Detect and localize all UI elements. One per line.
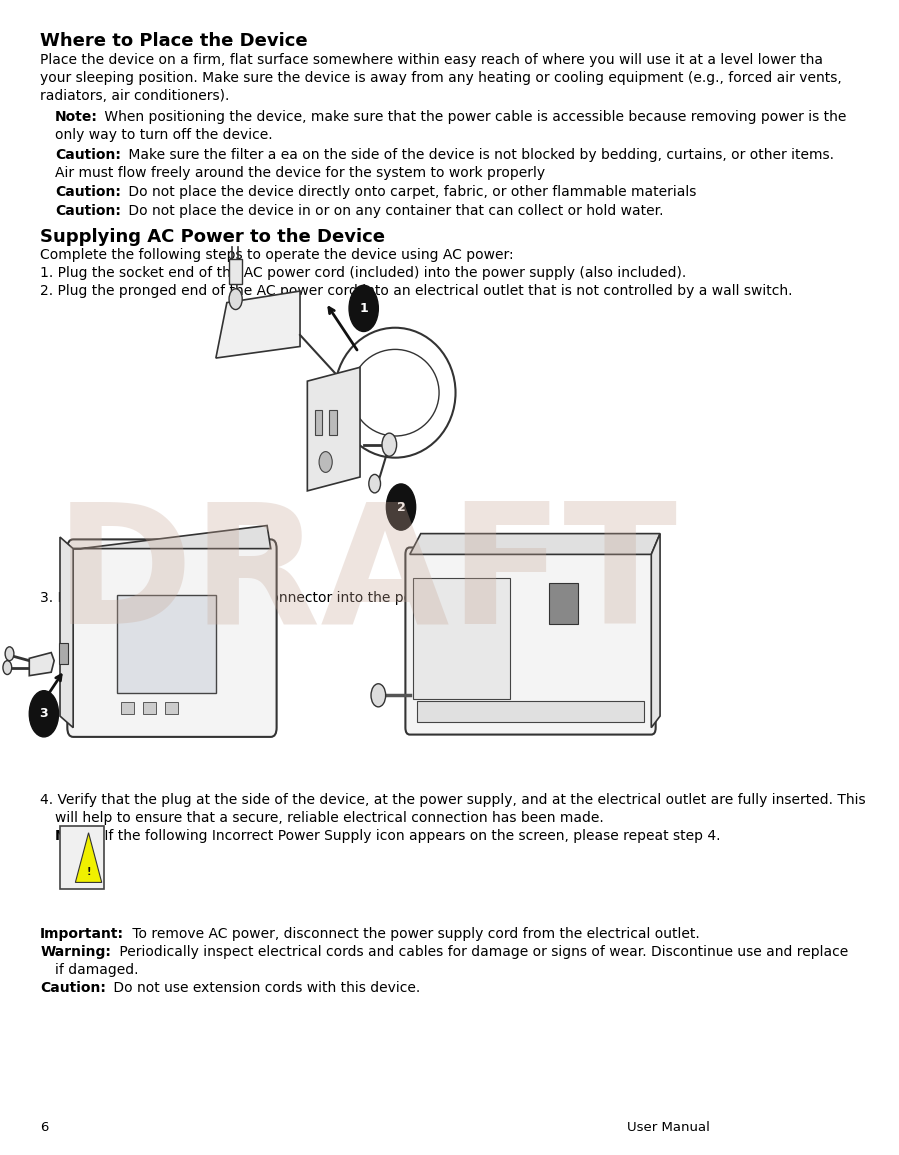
Text: When positioning the device, make sure that the power cable is accessible becaus: When positioning the device, make sure t… [100, 111, 846, 125]
Bar [229, 259, 242, 284]
Text: 4. Verify that the plug at the side of the device, at the power supply, and at t: 4. Verify that the plug at the side of t… [40, 792, 866, 807]
Circle shape [229, 289, 242, 310]
Text: If the following Incorrect Power Supply icon appears on the screen, please repea: If the following Incorrect Power Supply … [100, 829, 720, 843]
Text: Do not place the device directly onto carpet, fabric, or other flammable materia: Do not place the device directly onto ca… [124, 185, 697, 200]
Text: Make sure the filter a ea on the side of the device is not blocked by bedding, c: Make sure the filter a ea on the side of… [124, 148, 834, 162]
Text: Do not use extension cords with this device.: Do not use extension cords with this dev… [110, 982, 421, 996]
Text: your sleeping position. Make sure the device is away from any heating or cooling: your sleeping position. Make sure the de… [40, 72, 842, 85]
Text: Warning:: Warning: [40, 945, 111, 960]
Bar [117, 595, 216, 693]
Text: To remove AC power, disconnect the power supply cord from the electrical outlet.: To remove AC power, disconnect the power… [129, 927, 700, 941]
Polygon shape [410, 534, 660, 554]
Text: Caution:: Caution: [40, 982, 106, 996]
Polygon shape [216, 291, 300, 358]
Text: Do not place the device in or on any container that can collect or hold water.: Do not place the device in or on any con… [124, 203, 663, 218]
Bar [143, 702, 156, 714]
Text: Note:: Note: [55, 111, 98, 125]
Polygon shape [307, 367, 360, 491]
Bar [417, 701, 644, 722]
Circle shape [369, 475, 380, 493]
Text: Supplying AC Power to the Device: Supplying AC Power to the Device [40, 228, 386, 246]
Text: Caution:: Caution: [55, 203, 120, 218]
Text: 3. Plug the power supply cord’s connector into the power inlet on the side of th: 3. Plug the power supply cord’s connecto… [40, 591, 654, 605]
Bar [120, 702, 134, 714]
Text: Note:: Note: [55, 829, 98, 843]
Text: 1: 1 [360, 301, 368, 315]
Circle shape [349, 285, 378, 331]
Circle shape [30, 691, 58, 737]
Text: Where to Place the Device: Where to Place the Device [40, 32, 307, 51]
Bar [329, 410, 336, 435]
Text: will help to ensure that a secure, reliable electrical connection has been made.: will help to ensure that a secure, relia… [55, 811, 603, 825]
Text: Caution:: Caution: [55, 148, 120, 162]
Text: Complete the following steps to operate the device using AC power:: Complete the following steps to operate … [40, 248, 514, 262]
Circle shape [3, 661, 12, 675]
Text: Important:: Important: [40, 927, 124, 941]
Text: radiators, air conditioners).: radiators, air conditioners). [40, 89, 229, 103]
Polygon shape [651, 534, 660, 728]
Text: 1. Plug the socket end of the AC power cord (included) into the power supply (al: 1. Plug the socket end of the AC power c… [40, 266, 687, 280]
Text: if damaged.: if damaged. [55, 963, 138, 977]
Bar [315, 410, 322, 435]
Polygon shape [60, 537, 73, 728]
Text: Periodically inspect electrical cords and cables for damage or signs of wear. Di: Periodically inspect electrical cords an… [115, 945, 848, 960]
Bar [414, 578, 510, 699]
Text: 2: 2 [396, 500, 405, 514]
Text: DRAFT: DRAFT [55, 495, 677, 660]
Bar [548, 583, 578, 624]
Text: Place the device on a firm, flat surface somewhere within easy reach of where yo: Place the device on a firm, flat surface… [40, 53, 823, 67]
Circle shape [371, 684, 386, 707]
Text: Air must flow freely around the device for the system to work properly: Air must flow freely around the device f… [55, 165, 545, 180]
Bar [60, 826, 104, 889]
Bar [59, 643, 68, 664]
Text: !: ! [86, 866, 91, 877]
FancyBboxPatch shape [405, 547, 655, 735]
Polygon shape [73, 526, 271, 549]
Polygon shape [76, 833, 102, 882]
Circle shape [382, 433, 396, 456]
Text: 3: 3 [40, 707, 49, 721]
Text: Caution:: Caution: [55, 185, 120, 200]
Circle shape [5, 647, 13, 661]
FancyBboxPatch shape [67, 539, 277, 737]
Text: User Manual: User Manual [627, 1122, 710, 1134]
Circle shape [387, 484, 415, 530]
Text: only way to turn off the device.: only way to turn off the device. [55, 128, 272, 142]
Polygon shape [30, 653, 54, 676]
Circle shape [319, 452, 333, 472]
Text: 6: 6 [40, 1122, 49, 1134]
Text: 2. Plug the pronged end of the AC power cord into an electrical outlet that is n: 2. Plug the pronged end of the AC power … [40, 284, 793, 298]
Bar [165, 702, 178, 714]
